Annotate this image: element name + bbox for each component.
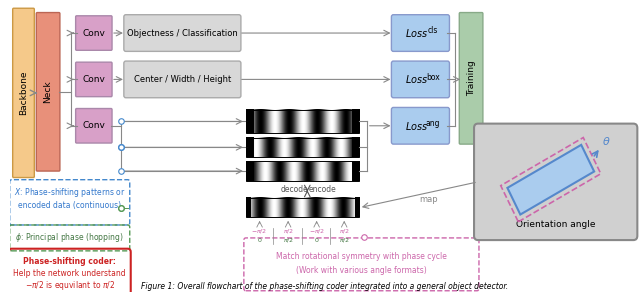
Text: $-\pi/2$: $-\pi/2$	[252, 228, 268, 235]
Text: $0$: $0$	[314, 236, 319, 244]
Text: encode: encode	[308, 185, 336, 194]
Text: Match rotational symmetry with phase cycle: Match rotational symmetry with phase cyc…	[276, 252, 447, 261]
Text: map: map	[419, 195, 438, 204]
Text: Conv: Conv	[83, 29, 105, 38]
Text: $\pi/2$: $\pi/2$	[339, 236, 349, 244]
Text: $\pi/2$: $\pi/2$	[283, 228, 294, 235]
Text: $\mathit{Loss}$: $\mathit{Loss}$	[405, 27, 428, 39]
Text: $\theta$: $\theta$	[602, 135, 611, 147]
Text: $\phi$: Principal phase (hopping): $\phi$: Principal phase (hopping)	[15, 231, 124, 244]
Bar	[246, 138, 359, 157]
Text: ang: ang	[426, 119, 440, 128]
Text: box: box	[426, 73, 440, 82]
FancyBboxPatch shape	[392, 15, 449, 51]
Text: $-\pi/2$: $-\pi/2$	[308, 228, 324, 235]
FancyBboxPatch shape	[392, 107, 449, 144]
Text: (Work with various angle formats): (Work with various angle formats)	[296, 266, 427, 275]
Text: Training: Training	[467, 61, 476, 96]
FancyBboxPatch shape	[13, 8, 35, 178]
Bar	[246, 161, 359, 181]
FancyBboxPatch shape	[76, 108, 112, 143]
Text: Figure 1: Overall flowchart of the phase-shifting coder integrated into a genera: Figure 1: Overall flowchart of the phase…	[141, 282, 508, 291]
Text: Center / Width / Height: Center / Width / Height	[134, 75, 231, 84]
Text: Conv: Conv	[83, 121, 105, 130]
FancyBboxPatch shape	[36, 13, 60, 171]
Text: $\mathit{Loss}$: $\mathit{Loss}$	[405, 120, 428, 132]
FancyBboxPatch shape	[474, 123, 637, 240]
Text: decode: decode	[281, 185, 308, 194]
Text: cls: cls	[428, 26, 438, 35]
Text: Help the network understand: Help the network understand	[13, 269, 126, 278]
Text: encoded data (continuous): encoded data (continuous)	[18, 201, 122, 210]
Text: Objectness / Classification: Objectness / Classification	[127, 29, 237, 38]
Text: Phase-shifting coder:: Phase-shifting coder:	[23, 257, 116, 266]
FancyBboxPatch shape	[124, 61, 241, 98]
Text: Conv: Conv	[83, 75, 105, 84]
Text: Orientation angle: Orientation angle	[516, 220, 595, 230]
Bar	[246, 110, 359, 133]
FancyBboxPatch shape	[76, 62, 112, 97]
FancyBboxPatch shape	[124, 15, 241, 51]
Text: $\mathit{Loss}$: $\mathit{Loss}$	[405, 74, 428, 86]
FancyBboxPatch shape	[76, 16, 112, 50]
Text: Neck: Neck	[44, 81, 52, 103]
FancyBboxPatch shape	[460, 13, 483, 144]
Text: Backbone: Backbone	[19, 71, 28, 115]
Text: $-\pi/2$ is equvilant to $\pi/2$: $-\pi/2$ is equvilant to $\pi/2$	[25, 279, 115, 292]
Text: $X$: Phase-shifting patterns or: $X$: Phase-shifting patterns or	[14, 186, 125, 199]
FancyBboxPatch shape	[392, 61, 449, 98]
Bar	[246, 198, 359, 218]
Text: $\pi/2$: $\pi/2$	[339, 228, 349, 235]
Text: $\pi/2$: $\pi/2$	[283, 236, 294, 244]
Polygon shape	[508, 145, 594, 215]
Text: $0$: $0$	[257, 236, 262, 244]
